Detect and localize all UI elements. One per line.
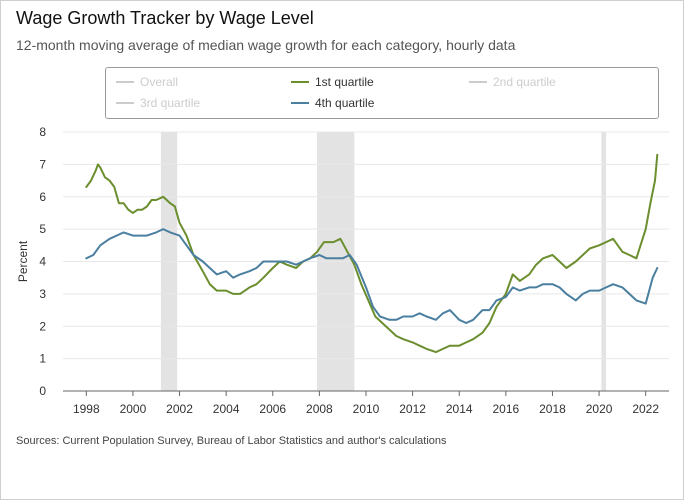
legend-label-1st-quartile: 1st quartile bbox=[315, 75, 374, 89]
x-tick-label-2014: 2014 bbox=[446, 402, 473, 416]
legend-label-2nd-quartile: 2nd quartile bbox=[493, 75, 556, 89]
line-chart-plot: 0 1 2 3 4 5 6 7 8 1998 2000 2002 2004 2006 2008 2010 201… bbox=[16, 125, 669, 416]
y-tick-label-4: 4 bbox=[39, 255, 46, 269]
y-tick-label-1: 1 bbox=[39, 352, 46, 366]
legend-swatch-2nd-quartile bbox=[469, 81, 487, 83]
y-tick-label-0: 0 bbox=[39, 384, 46, 398]
x-tick-label-2012: 2012 bbox=[399, 402, 426, 416]
y-tick-label-8: 8 bbox=[39, 125, 46, 139]
legend-swatch-overall bbox=[116, 81, 134, 83]
x-tick-label-2004: 2004 bbox=[213, 402, 240, 416]
legend-label-overall: Overall bbox=[140, 75, 179, 89]
x-tick-label-2010: 2010 bbox=[353, 402, 380, 416]
source-note: Sources: Current Population Survey, Bure… bbox=[16, 435, 447, 447]
x-tick-label-2000: 2000 bbox=[120, 402, 147, 416]
x-tick-label-2020: 2020 bbox=[586, 402, 613, 416]
y-tick-label-7: 7 bbox=[39, 157, 46, 171]
y-tick-label-6: 6 bbox=[39, 190, 46, 204]
x-tick-label-2022: 2022 bbox=[632, 402, 659, 416]
legend-swatch-1st-quartile bbox=[291, 81, 309, 83]
y-tick-label-2: 2 bbox=[39, 319, 46, 333]
x-tick-label-2006: 2006 bbox=[259, 402, 286, 416]
legend-swatch-3rd-quartile bbox=[116, 102, 134, 104]
legend-label-4th-quartile: 4th quartile bbox=[315, 96, 375, 110]
x-tick-label-2008: 2008 bbox=[306, 402, 333, 416]
x-tick-label-1998: 1998 bbox=[73, 402, 100, 416]
legend-label-3rd-quartile: 3rd quartile bbox=[140, 96, 201, 110]
series-line-1st-quartile bbox=[85, 153, 659, 354]
y-tick-label-3: 3 bbox=[39, 287, 46, 301]
x-tick-label-2018: 2018 bbox=[539, 402, 566, 416]
chart-subtitle: 12-month moving average of median wage g… bbox=[16, 37, 516, 53]
y-tick-label-5: 5 bbox=[39, 222, 46, 236]
x-tick-label-2002: 2002 bbox=[166, 402, 193, 416]
chart-legend: Overall 1st quartile 2nd quartile 3rd qu… bbox=[105, 67, 659, 119]
series-line-4th-quartile bbox=[85, 228, 659, 324]
legend-swatch-4th-quartile bbox=[291, 102, 309, 104]
x-tick-label-2016: 2016 bbox=[492, 402, 519, 416]
chart-title: Wage Growth Tracker by Wage Level bbox=[16, 8, 314, 28]
y-axis-label: Percent bbox=[16, 240, 30, 282]
